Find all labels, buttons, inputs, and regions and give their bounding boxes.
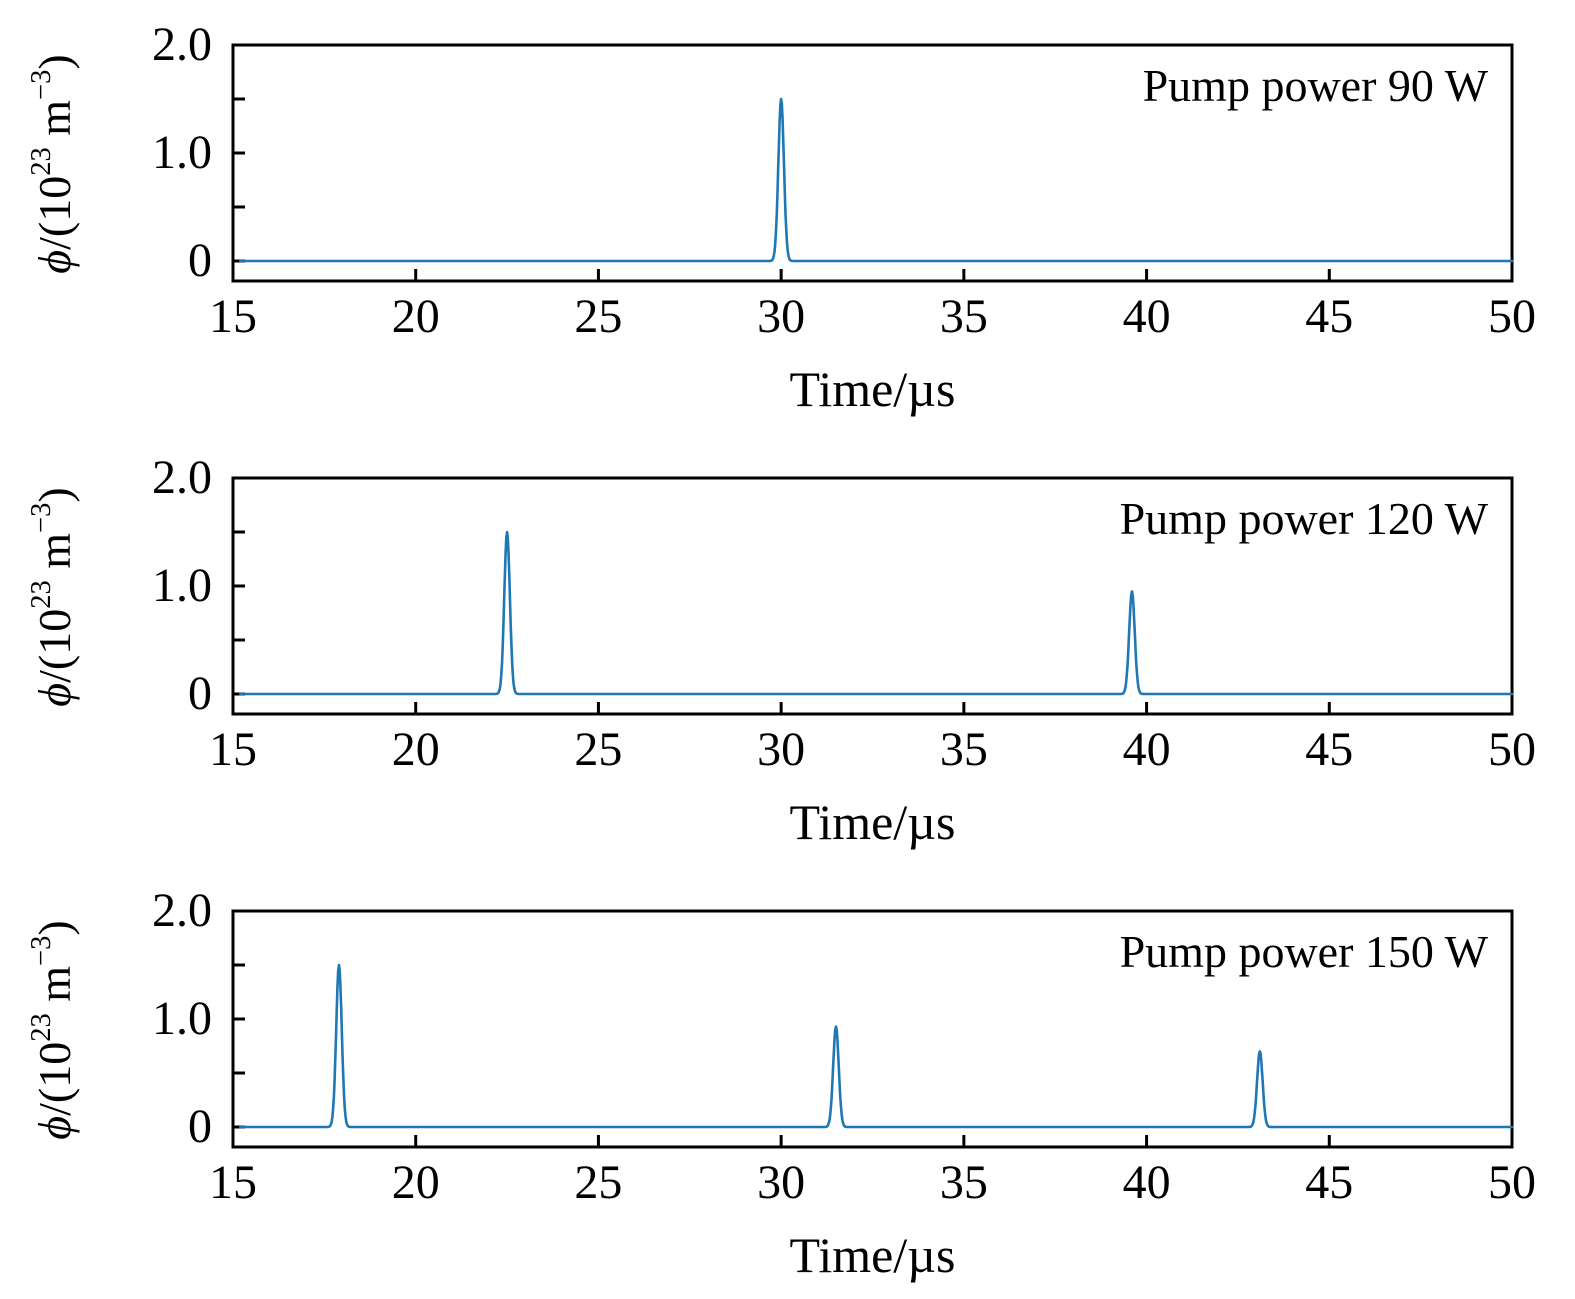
annotation-pump-power: Pump power 120 W [1119, 493, 1488, 544]
x-axis-label: Time/µs [789, 361, 956, 417]
x-tick-label: 15 [209, 723, 257, 776]
x-tick-label: 50 [1488, 1156, 1536, 1209]
x-tick-label: 35 [939, 290, 988, 343]
x-axis-label: Time/µs [789, 794, 956, 850]
annotation-pump-power: Pump power 150 W [1119, 926, 1488, 977]
signal-line [239, 963, 1514, 1129]
y-tick-label: 1.0 [152, 559, 212, 612]
x-tick-label: 40 [1122, 723, 1171, 776]
annotation-pump-power: Pump power 90 W [1142, 60, 1488, 111]
x-tick-label: 25 [574, 1156, 623, 1209]
x-tick-label: 30 [757, 290, 806, 343]
y-tick-label: 1.0 [152, 126, 212, 179]
x-tick-label: 45 [1305, 1156, 1354, 1209]
x-tick-label: 40 [1122, 290, 1171, 343]
axes-canvas [231, 43, 1514, 283]
x-axis-label: Time/µs [789, 1227, 956, 1283]
x-tick-label: 25 [574, 723, 623, 776]
x-tick-label: 20 [391, 290, 440, 343]
x-tick-label: 25 [574, 290, 623, 343]
axes-frame [231, 476, 1514, 716]
x-tick-label: 40 [1122, 1156, 1171, 1209]
y-tick-label: 0 [188, 234, 212, 287]
x-tick-label: 20 [391, 1156, 440, 1209]
y-tick-label: 2.0 [152, 884, 212, 937]
x-tick-label: 20 [391, 723, 440, 776]
subplot-pump-90w: ϕ/(1023 m−3) Pump power 90 W Time/µs 15 2… [0, 0, 1575, 433]
x-tick-label: 30 [757, 723, 806, 776]
y-tick-label: 0 [188, 667, 212, 720]
subplot-pump-120w: ϕ/(1023 m−3) Pump power 120 W Time/µs 15… [0, 433, 1575, 866]
y-tick-label: 0 [188, 1100, 212, 1153]
y-tick-label: 2.0 [152, 18, 212, 71]
y-tick-label: 1.0 [152, 992, 212, 1045]
x-tick-label: 15 [209, 1156, 257, 1209]
signal-line [239, 97, 1514, 263]
signal-line [239, 530, 1514, 696]
x-tick-label: 45 [1305, 723, 1354, 776]
axes-frame [231, 43, 1514, 283]
y-tick-label: 2.0 [152, 451, 212, 504]
axes-canvas [231, 476, 1514, 716]
x-tick-label: 35 [939, 1156, 988, 1209]
x-tick-label: 50 [1488, 290, 1536, 343]
x-tick-label: 35 [939, 723, 988, 776]
subplot-pump-150w: ϕ/(1023 m−3) Pump power 150 W Time/µs 15… [0, 866, 1575, 1299]
axes-canvas [231, 909, 1514, 1149]
axes-frame [231, 909, 1514, 1149]
x-tick-label: 15 [209, 290, 257, 343]
x-tick-label: 45 [1305, 290, 1354, 343]
x-tick-label: 30 [757, 1156, 806, 1209]
x-tick-label: 50 [1488, 723, 1536, 776]
